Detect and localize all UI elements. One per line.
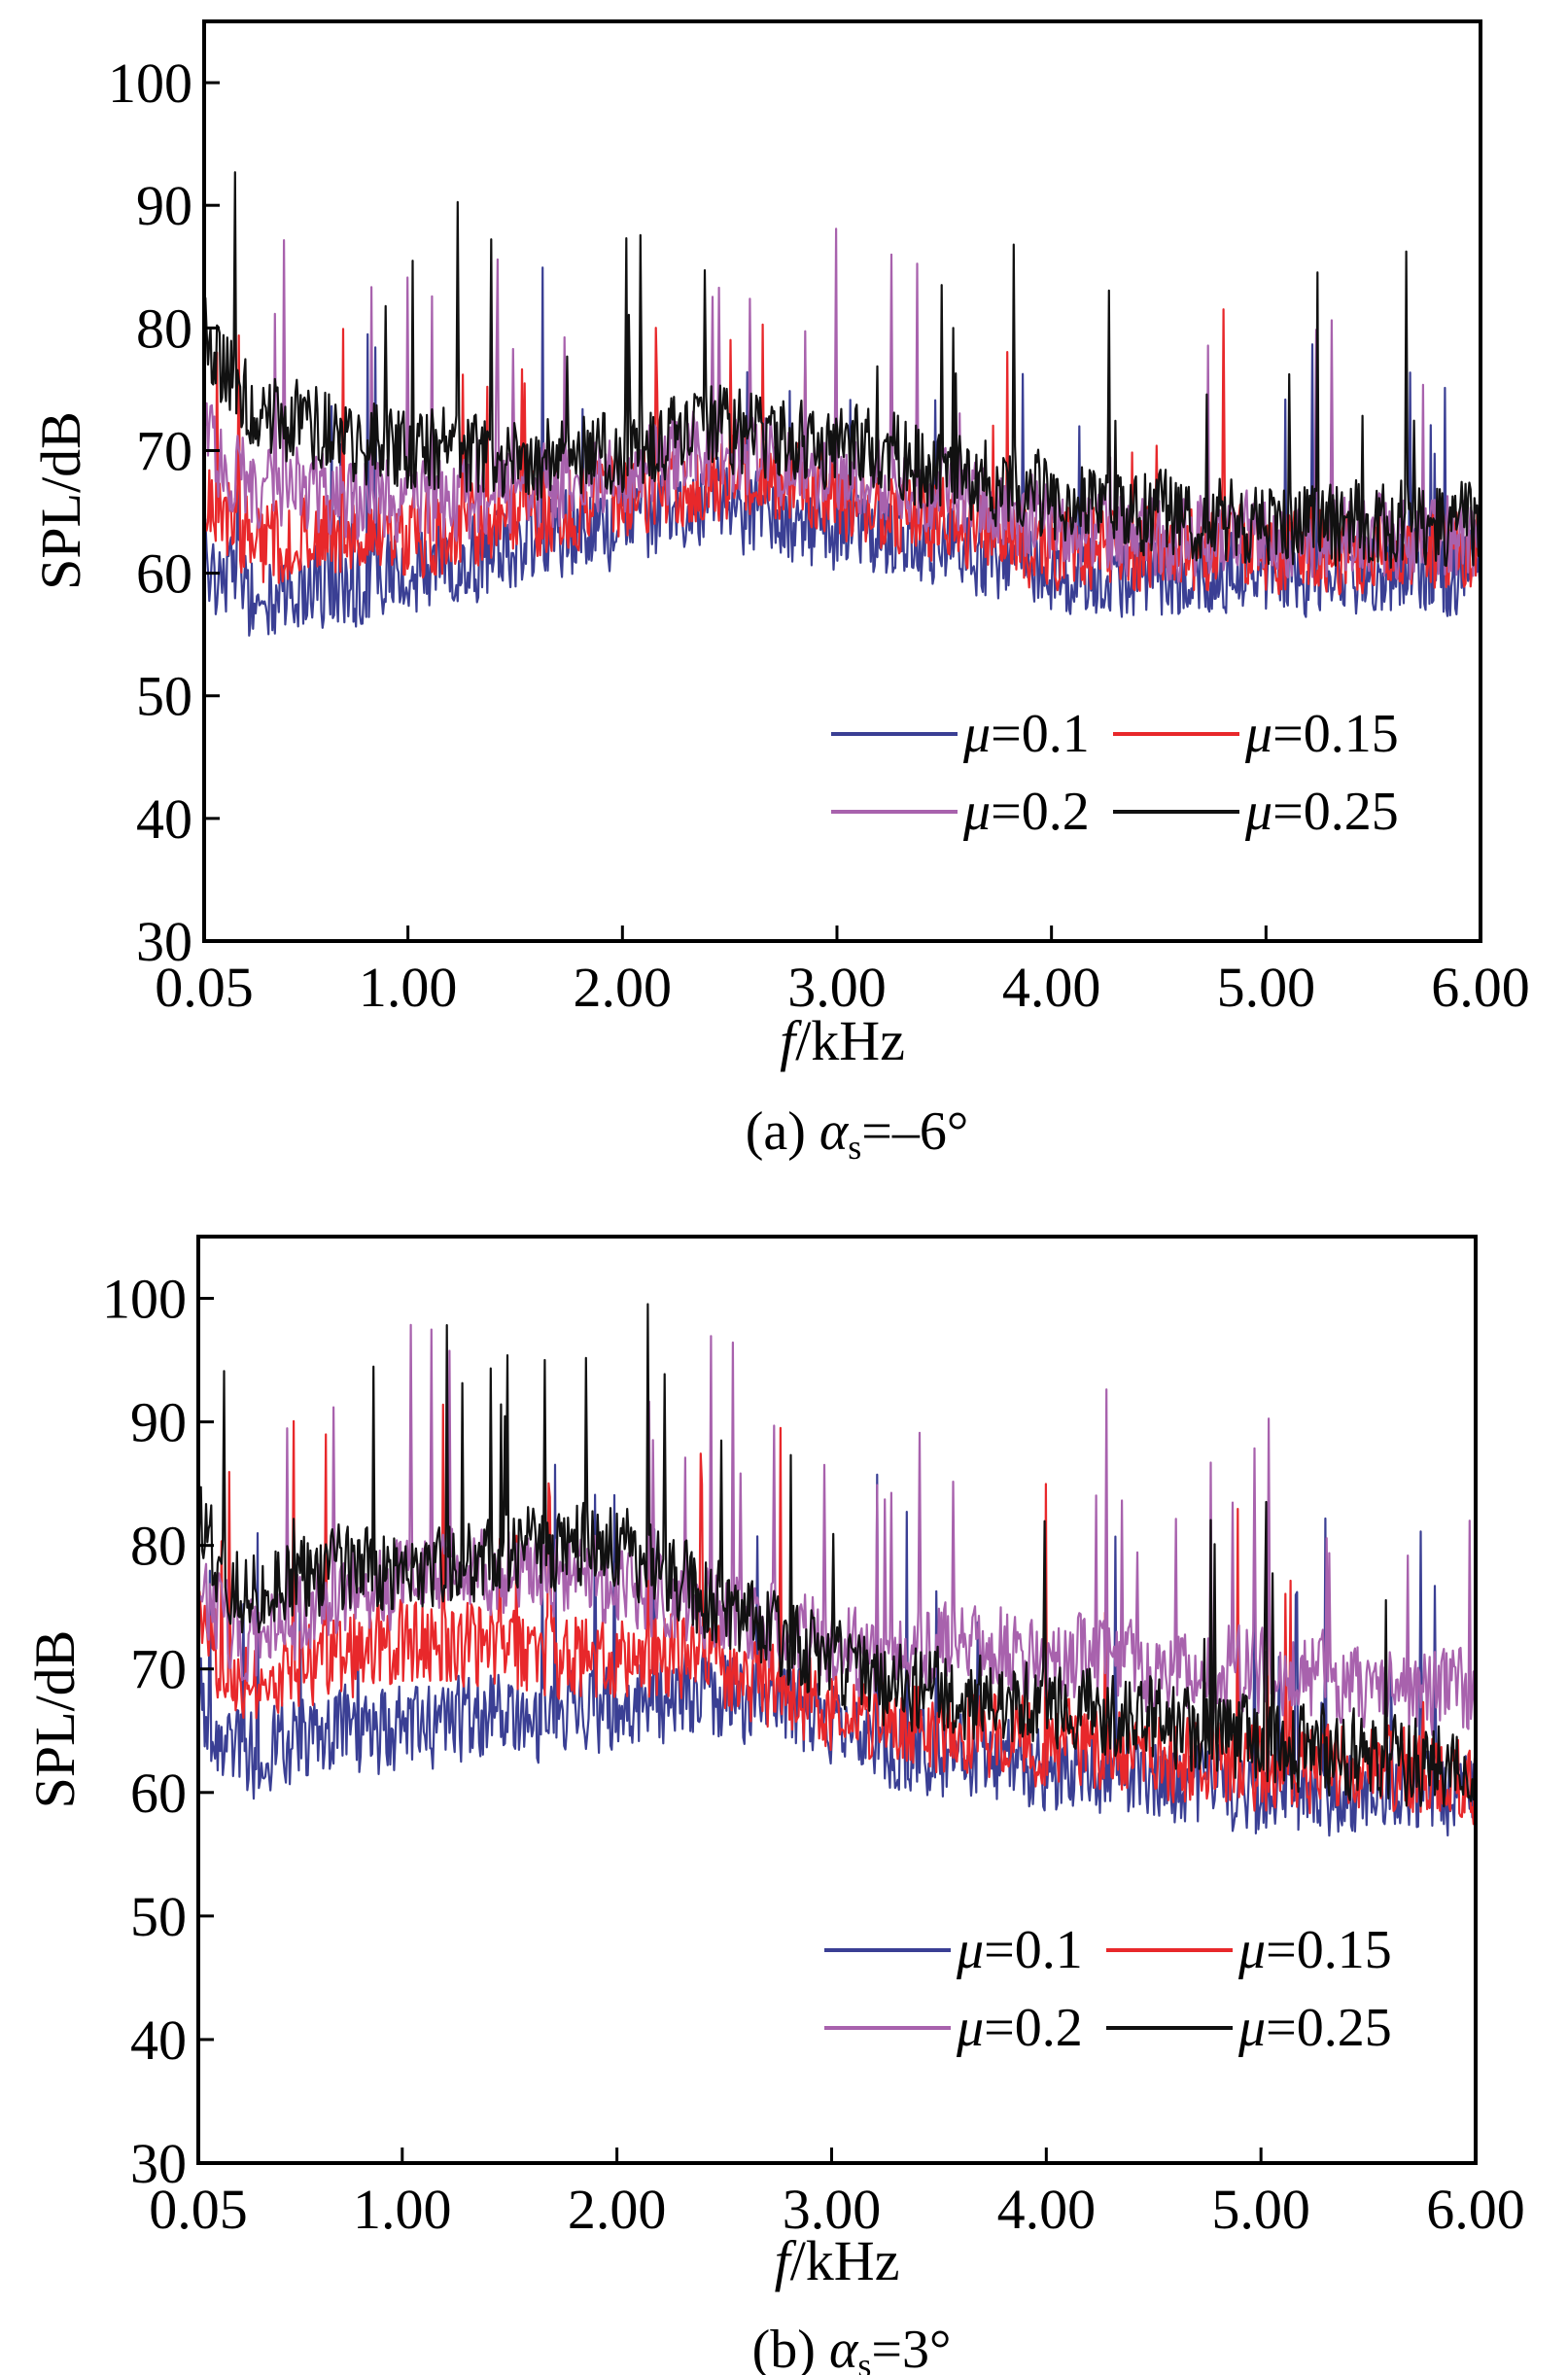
plot-frame [196, 1235, 1478, 2165]
legend-item: μ=0.1 [831, 704, 1090, 764]
x-tick-label: 1.00 [359, 956, 458, 1019]
x-tick-label: 0.05 [149, 2178, 248, 2241]
y-tick-label: 50 [136, 665, 192, 728]
plot-lines [196, 1303, 1477, 1837]
legend-label: μ=0.2 [962, 782, 1090, 842]
legend-label: μ=0.1 [962, 704, 1090, 764]
legend-label: μ=0.15 [1244, 704, 1399, 764]
legend-value: =0.25 [1266, 1998, 1392, 2058]
legend-symbol: μ [956, 1920, 984, 1980]
legend-symbol: μ [962, 704, 991, 764]
legend-item: μ=0.1 [824, 1920, 1083, 1980]
legend-value: =0.2 [984, 1998, 1083, 2058]
legend-item: μ=0.15 [1106, 1920, 1392, 1980]
caption-subscript: s [848, 1128, 861, 1167]
x-tick-label: 2.00 [574, 956, 673, 1019]
caption-suffix: =–6° [861, 1101, 968, 1162]
legend: μ=0.1 μ=0.15μ=0.2 μ=0.25 [831, 704, 1399, 842]
series-line-3 [196, 1303, 1477, 1808]
x-axis-label: f/kHz [775, 2229, 900, 2292]
caption-subscript: s [857, 2346, 871, 2375]
legend: μ=0.1 μ=0.15μ=0.2 μ=0.25 [824, 1920, 1392, 2058]
y-tick-label: 80 [130, 1515, 187, 1578]
x-axis-label-unit: /kHz [790, 2229, 900, 2292]
chart-panel-b: 30 40 50 60 70 80 90 100 0.05 1.00 2.00 3.00 4.00 5.0… [23, 1235, 1525, 2375]
x-axis-label: f/kHz [780, 1009, 905, 1072]
series-line-3 [202, 171, 1481, 570]
y-tick-label: 70 [136, 419, 192, 482]
legend-label: μ=0.15 [1237, 1920, 1392, 1980]
x-tick-label: 6.00 [1431, 956, 1530, 1019]
legend-item: μ=0.2 [824, 1998, 1083, 2058]
legend-label: μ=0.25 [1244, 782, 1399, 842]
x-tick-label: 3.00 [783, 2178, 882, 2241]
x-tick-label: 6.00 [1426, 2178, 1525, 2241]
y-axis-label: SPL/dB [29, 411, 92, 590]
y-tick-label: 90 [130, 1391, 187, 1454]
series-line-2 [196, 1323, 1477, 1736]
legend-symbol: μ [1237, 1920, 1266, 1980]
panel-caption: (a) αs=–6° [746, 1101, 969, 1167]
y-tick-label: 40 [136, 787, 192, 851]
y-tick-label: 60 [136, 542, 192, 606]
x-tick-label: 4.00 [1002, 956, 1101, 1019]
x-axis-label-unit: /kHz [795, 1009, 905, 1072]
y-tick-label: 30 [130, 2132, 187, 2195]
legend-item: μ=0.15 [1113, 704, 1399, 764]
caption-symbol: α [819, 1101, 850, 1162]
legend-item: μ=0.2 [831, 782, 1090, 842]
legend-value: =0.25 [1272, 782, 1399, 842]
x-tick-label: 5.00 [1211, 2178, 1310, 2241]
caption-prefix: (a) [746, 1101, 819, 1162]
y-tick-label: 100 [108, 52, 192, 115]
legend-symbol: μ [956, 1998, 984, 2058]
legend-label: μ=0.2 [956, 1998, 1083, 2058]
legend-value: =0.15 [1266, 1920, 1392, 1980]
y-tick-label: 100 [102, 1268, 187, 1331]
x-tick-label: 1.00 [353, 2178, 452, 2241]
chart-panel-a: 30 40 50 60 70 80 90 100 0.05 1.00 2.00 3.00 4.00 5.0… [29, 19, 1530, 1167]
legend-label: μ=0.25 [1237, 1998, 1392, 2058]
y-tick-label: 70 [130, 1638, 187, 1701]
legend-symbol: μ [962, 782, 991, 842]
caption-suffix: =3° [871, 2320, 951, 2375]
legend-value: =0.1 [991, 704, 1090, 764]
legend-item: μ=0.25 [1106, 1998, 1392, 2058]
x-tick-label: 3.00 [787, 956, 887, 1019]
x-tick-label: 0.05 [155, 956, 254, 1019]
x-tick-label: 4.00 [997, 2178, 1097, 2241]
legend-value: =0.1 [984, 1920, 1083, 1980]
legend-value: =0.2 [991, 782, 1090, 842]
plot-frame [202, 19, 1482, 943]
series-line-1 [196, 1403, 1477, 1826]
y-axis-label: SPL/dB [23, 1630, 87, 1809]
legend-symbol: μ [1237, 1998, 1266, 2058]
legend-item: μ=0.25 [1113, 782, 1399, 842]
y-tick-label: 30 [136, 910, 192, 973]
panel-caption: (b) αs=3° [752, 2320, 952, 2375]
legend-value: =0.15 [1272, 704, 1399, 764]
x-tick-label: 5.00 [1217, 956, 1316, 1019]
y-tick-label: 40 [130, 2008, 187, 2072]
legend-label: μ=0.1 [956, 1920, 1083, 1980]
y-tick-label: 60 [130, 1762, 187, 1825]
legend-symbol: μ [1244, 704, 1272, 764]
caption-prefix: (b) [752, 2320, 829, 2375]
y-tick-label: 80 [136, 297, 192, 360]
x-tick-label: 2.00 [568, 2178, 667, 2241]
plot-lines [202, 171, 1481, 637]
legend-symbol: μ [1244, 782, 1272, 842]
y-tick-label: 50 [130, 1885, 187, 1948]
caption-symbol: α [829, 2320, 859, 2375]
y-tick-label: 90 [136, 174, 192, 237]
